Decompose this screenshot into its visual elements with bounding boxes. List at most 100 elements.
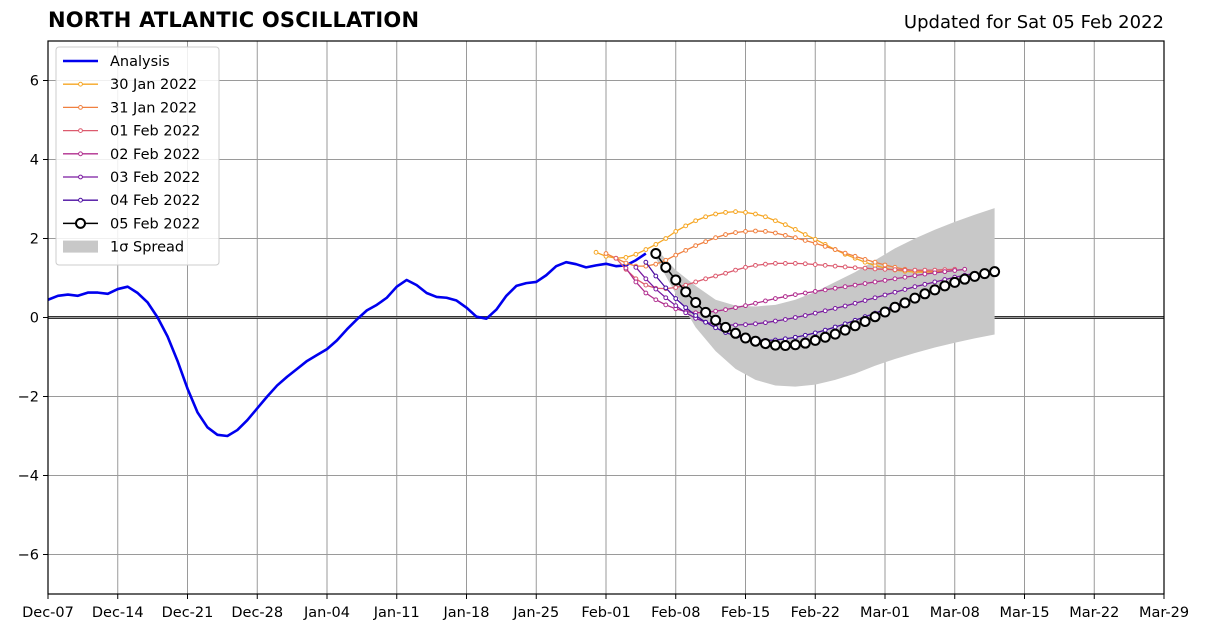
forecast-point — [832, 285, 838, 291]
forecast-point — [663, 285, 669, 291]
forecast-point — [772, 296, 778, 301]
forecast-point — [842, 264, 848, 270]
forecast-point — [623, 265, 629, 271]
forecast-point — [802, 290, 808, 296]
forecast-point — [733, 230, 738, 235]
legend-label: 04 Feb 2022 — [110, 193, 200, 209]
current-forecast-point — [769, 339, 781, 351]
forecast-point — [882, 277, 888, 283]
forecast-point — [912, 267, 918, 273]
forecast-point — [733, 322, 738, 328]
x-tick-label: Mar-22 — [1069, 605, 1119, 621]
forecast-point — [852, 253, 858, 259]
forecast-point — [693, 313, 699, 318]
forecast-point — [663, 295, 669, 301]
forecast-point — [663, 302, 669, 308]
forecast-point — [832, 263, 838, 269]
forecast-point — [892, 276, 898, 282]
forecast-point — [792, 315, 798, 320]
forecast-point — [892, 289, 898, 295]
legend-marker — [78, 128, 83, 134]
forecast-point — [763, 261, 768, 267]
x-tick-label: Jan-11 — [373, 605, 420, 621]
legend-entry: 1σ Spread — [63, 240, 184, 256]
x-tick-label: Feb-15 — [721, 605, 770, 621]
legend-label: 02 Feb 2022 — [110, 147, 200, 163]
forecast-point — [922, 267, 928, 273]
legend-marker — [78, 151, 83, 157]
current-forecast-point — [899, 297, 911, 309]
forecast-point — [812, 330, 818, 336]
y-tick-label: −2 — [18, 390, 39, 406]
legend-label: 05 Feb 2022 — [110, 216, 200, 232]
forecast-point — [792, 260, 798, 266]
forecast-point — [922, 281, 928, 287]
x-tick-label: Feb-08 — [651, 605, 700, 621]
forecast-point — [723, 232, 728, 237]
legend-marker — [78, 81, 83, 87]
x-tick-label: Dec-21 — [162, 605, 214, 621]
forecast-point — [922, 271, 928, 277]
forecast-point — [683, 223, 689, 229]
forecast-point — [623, 260, 629, 266]
forecast-point — [623, 255, 629, 260]
chart-legend: Analysis 30 Jan 2022 31 Jan 2022 01 Feb 202… — [55, 46, 220, 266]
series-05-feb-2022 — [650, 248, 1001, 352]
forecast-point — [872, 295, 878, 301]
forecast-point — [723, 210, 728, 215]
forecast-point — [942, 269, 948, 275]
forecast-point — [782, 222, 788, 228]
current-forecast-point — [989, 266, 1001, 278]
current-forecast-point — [959, 273, 971, 285]
forecast-point — [743, 264, 748, 270]
forecast-point — [643, 282, 649, 288]
forecast-point — [643, 259, 649, 265]
current-forecast-point — [759, 338, 771, 350]
x-tick-label: Feb-22 — [791, 605, 840, 621]
forecast-point — [673, 303, 679, 309]
forecast-point — [703, 276, 709, 282]
forecast-point — [852, 282, 858, 288]
forecast-point — [703, 214, 709, 220]
legend-entry: 30 Jan 2022 — [63, 77, 197, 93]
forecast-point — [832, 324, 838, 330]
forecast-point — [852, 265, 858, 271]
updated-date-label: Updated for Sat 05 Feb 2022 — [903, 12, 1164, 33]
current-forecast-point — [700, 306, 712, 318]
forecast-point — [812, 240, 818, 246]
forecast-point — [743, 322, 748, 328]
forecast-point — [653, 273, 659, 279]
forecast-point — [792, 292, 798, 297]
forecast-point — [653, 297, 659, 303]
current-forecast-point — [670, 274, 682, 286]
forecast-point — [822, 308, 828, 314]
forecast-point — [763, 298, 768, 304]
current-forecast-point — [730, 327, 742, 339]
legend-entry: 01 Feb 2022 — [63, 124, 200, 140]
forecast-point — [812, 289, 818, 294]
current-forecast-point — [710, 314, 722, 326]
forecast-point — [683, 305, 689, 311]
legend-swatch — [63, 240, 98, 253]
forecast-point — [613, 255, 619, 261]
forecast-point — [792, 227, 798, 232]
y-tick-label: −6 — [18, 548, 39, 564]
legend-label: 03 Feb 2022 — [110, 170, 200, 186]
legend-entry: 04 Feb 2022 — [63, 193, 200, 209]
legend-entry: 03 Feb 2022 — [63, 170, 200, 186]
legend-label: 1σ Spread — [110, 240, 184, 256]
spread-layer — [655, 208, 995, 387]
current-forecast-point — [849, 320, 861, 332]
current-forecast-point — [909, 292, 921, 304]
forecast-point — [653, 261, 659, 267]
legend-entry: Analysis — [63, 54, 170, 70]
current-forecast-point — [720, 321, 732, 333]
current-forecast-point — [949, 276, 961, 288]
forecast-point — [633, 251, 639, 257]
axes-layer: Dec-07 Dec-14 Dec-21 Dec-28 Jan-04 Jan-11 Jan-… — [18, 40, 1189, 621]
forecast-point — [693, 218, 699, 224]
forecast-point — [743, 303, 748, 309]
current-forecast-point — [929, 284, 941, 296]
forecast-point — [932, 270, 938, 276]
